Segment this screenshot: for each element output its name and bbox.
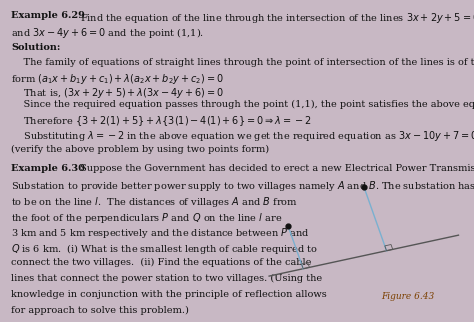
Text: $Q$ is 6 km.  (i) What is the smallest length of cable required to: $Q$ is 6 km. (i) What is the smallest le… bbox=[11, 242, 318, 256]
Text: (verify the above problem by using two points form): (verify the above problem by using two p… bbox=[11, 145, 269, 154]
Text: Substation to provide better power supply to two villages namely $A$ and $B$. Th: Substation to provide better power suppl… bbox=[11, 179, 474, 193]
Text: The family of equations of straight lines through the point of intersection of t: The family of equations of straight line… bbox=[11, 58, 474, 67]
Text: and $3x-4y+6=0$ and the point (1,1).: and $3x-4y+6=0$ and the point (1,1). bbox=[11, 26, 204, 40]
Text: form $(a_1x+b_1y+c_1)+\lambda(a_2x+b_2y+c_2)=0$: form $(a_1x+b_1y+c_1)+\lambda(a_2x+b_2y+… bbox=[11, 72, 224, 86]
Text: Solution:: Solution: bbox=[11, 43, 61, 52]
Text: connect the two villages.  (ii) Find the equations of the cable: connect the two villages. (ii) Find the … bbox=[11, 258, 311, 267]
Text: Suppose the Government has decided to erect a new Electrical Power Transmission: Suppose the Government has decided to er… bbox=[77, 164, 474, 173]
Text: knowledge in conjunction with the principle of reflection allows: knowledge in conjunction with the princi… bbox=[11, 290, 327, 299]
Text: Example 6.30: Example 6.30 bbox=[11, 164, 85, 173]
Text: That is, $(3x+2y+5)+\lambda(3x-4y+6)=0$: That is, $(3x+2y+5)+\lambda(3x-4y+6)=0$ bbox=[11, 86, 224, 100]
Text: Figure 6.43: Figure 6.43 bbox=[382, 292, 435, 301]
Text: to be on the line $l$.  The distances of villages $A$ and $B$ from: to be on the line $l$. The distances of … bbox=[11, 194, 298, 209]
Text: Substituting $\lambda=-2$ in the above equation we get the required equation as : Substituting $\lambda=-2$ in the above e… bbox=[11, 129, 474, 143]
Text: Example 6.29: Example 6.29 bbox=[11, 11, 85, 20]
Text: the foot of the perpendiculars $P$ and $Q$ on the line $l$ are: the foot of the perpendiculars $P$ and $… bbox=[11, 211, 283, 224]
Text: 3 km and 5 km respectively and the distance between $P$ and: 3 km and 5 km respectively and the dista… bbox=[11, 226, 310, 241]
Text: Since the required equation passes through the point (1,1), the point satisfies : Since the required equation passes throu… bbox=[11, 100, 474, 109]
Text: for approach to solve this problem.): for approach to solve this problem.) bbox=[11, 306, 189, 315]
Text: Find the equation of the line through the intersection of the lines $3x+2y+5=0$: Find the equation of the line through th… bbox=[77, 11, 474, 25]
Text: Therefore $\{3+2(1)+5\}+\lambda\{3(1)-4(1)+6\}=0\Rightarrow\lambda=-2$: Therefore $\{3+2(1)+5\}+\lambda\{3(1)-4(… bbox=[11, 115, 311, 128]
Text: lines that connect the power station to two villages. (Using the: lines that connect the power station to … bbox=[11, 274, 322, 283]
